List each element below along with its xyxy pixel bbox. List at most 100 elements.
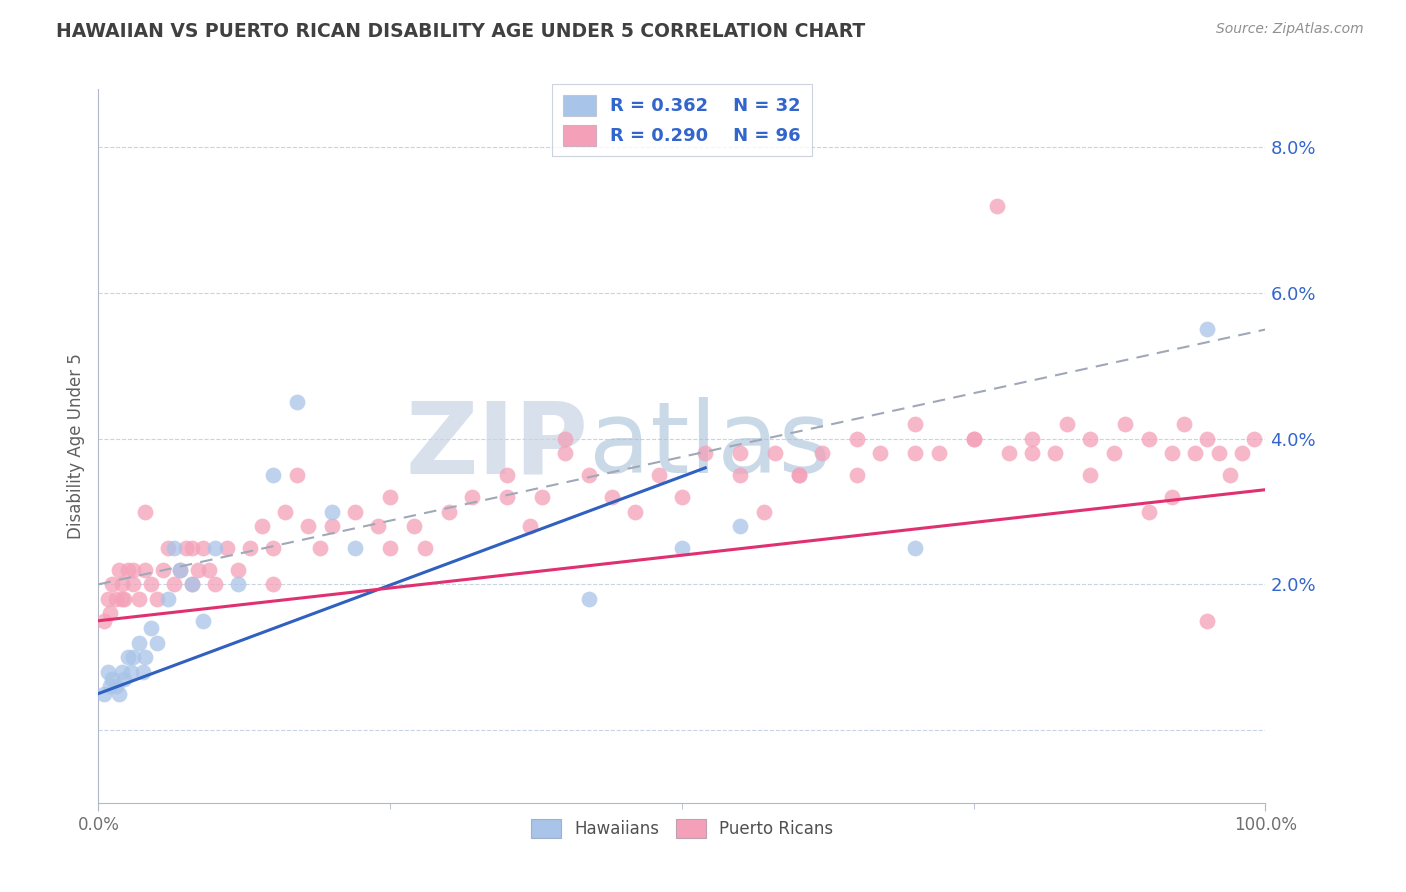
Point — [152, 563, 174, 577]
Point — [262, 541, 284, 555]
Point — [869, 446, 891, 460]
Point — [134, 563, 156, 577]
Point — [309, 541, 332, 555]
Point — [986, 199, 1008, 213]
Point — [846, 432, 869, 446]
Point — [402, 519, 425, 533]
Point — [193, 541, 215, 555]
Point — [285, 395, 308, 409]
Point — [846, 468, 869, 483]
Point — [496, 468, 519, 483]
Point — [180, 541, 202, 555]
Point — [367, 519, 389, 533]
Point — [132, 665, 155, 679]
Y-axis label: Disability Age Under 5: Disability Age Under 5 — [66, 353, 84, 539]
Point — [215, 541, 238, 555]
Text: atlas: atlas — [589, 398, 830, 494]
Point — [174, 541, 197, 555]
Point — [120, 665, 142, 679]
Point — [671, 541, 693, 555]
Point — [1045, 446, 1067, 460]
Point — [1137, 432, 1160, 446]
Point — [624, 504, 647, 518]
Point — [187, 563, 209, 577]
Point — [262, 577, 284, 591]
Point — [139, 577, 162, 591]
Point — [904, 417, 927, 432]
Point — [997, 446, 1019, 460]
Point — [250, 519, 273, 533]
Point — [519, 519, 541, 533]
Point — [1208, 446, 1230, 460]
Point — [752, 504, 775, 518]
Point — [134, 650, 156, 665]
Point — [122, 577, 145, 591]
Point — [554, 432, 576, 446]
Point — [128, 591, 150, 606]
Point — [1137, 504, 1160, 518]
Point — [1021, 432, 1043, 446]
Point — [128, 635, 150, 649]
Point — [730, 468, 752, 483]
Point — [112, 591, 135, 606]
Point — [763, 446, 786, 460]
Point — [321, 504, 343, 518]
Point — [413, 541, 436, 555]
Point — [97, 665, 120, 679]
Point — [1056, 417, 1078, 432]
Text: Source: ZipAtlas.com: Source: ZipAtlas.com — [1216, 22, 1364, 37]
Point — [1021, 446, 1043, 460]
Point — [1219, 468, 1241, 483]
Point — [962, 432, 984, 446]
Point — [461, 490, 484, 504]
Legend: Hawaiians, Puerto Ricans: Hawaiians, Puerto Ricans — [524, 812, 839, 845]
Point — [228, 577, 250, 591]
Point — [228, 563, 250, 577]
Point — [108, 687, 131, 701]
Point — [811, 446, 834, 460]
Point — [1195, 322, 1218, 336]
Point — [101, 672, 124, 686]
Point — [93, 614, 115, 628]
Point — [647, 468, 669, 483]
Point — [600, 490, 623, 504]
Point — [1195, 432, 1218, 446]
Point — [104, 679, 127, 693]
Point — [146, 635, 169, 649]
Point — [101, 577, 124, 591]
Point — [928, 446, 950, 460]
Point — [904, 446, 927, 460]
Point — [204, 577, 226, 591]
Point — [321, 519, 343, 533]
Point — [112, 672, 135, 686]
Point — [1230, 446, 1253, 460]
Point — [163, 541, 186, 555]
Point — [1080, 468, 1102, 483]
Point — [180, 577, 202, 591]
Point — [285, 468, 308, 483]
Point — [671, 490, 693, 504]
Point — [1173, 417, 1195, 432]
Point — [139, 621, 162, 635]
Point — [730, 446, 752, 460]
Point — [1184, 446, 1206, 460]
Point — [962, 432, 984, 446]
Text: HAWAIIAN VS PUERTO RICAN DISABILITY AGE UNDER 5 CORRELATION CHART: HAWAIIAN VS PUERTO RICAN DISABILITY AGE … — [56, 22, 866, 41]
Point — [904, 541, 927, 555]
Point — [111, 591, 134, 606]
Point — [730, 519, 752, 533]
Point — [239, 541, 262, 555]
Point — [111, 577, 134, 591]
Point — [787, 468, 810, 483]
Point — [437, 504, 460, 518]
Point — [117, 563, 139, 577]
Point — [344, 541, 367, 555]
Point — [104, 591, 127, 606]
Point — [169, 563, 191, 577]
Point — [134, 504, 156, 518]
Point — [111, 665, 134, 679]
Point — [1102, 446, 1125, 460]
Point — [108, 563, 131, 577]
Point — [163, 577, 186, 591]
Point — [93, 687, 115, 701]
